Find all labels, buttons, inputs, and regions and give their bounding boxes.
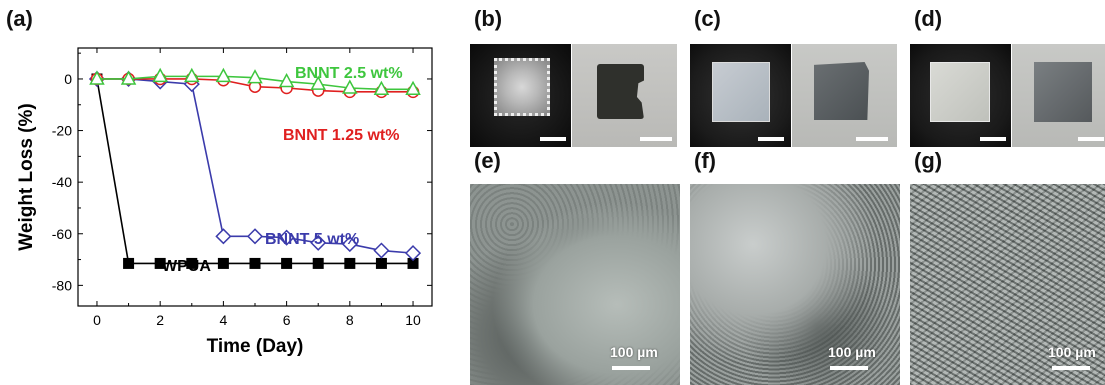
micrograph-g: 100 µm (910, 184, 1105, 385)
data-point (278, 72, 295, 88)
data-point (404, 245, 422, 262)
y-axis-title: Weight Loss (%) (16, 103, 37, 250)
film-b-before (494, 58, 550, 116)
x-tick-label: 2 (156, 312, 164, 328)
chart-axes: 0 2 4 6 8 10 0 -20 -40 -60 -80 Time (Day) Weight Los… (16, 47, 433, 357)
scale-bar-d2 (1078, 137, 1104, 141)
weight-loss-chart: 0 2 4 6 8 10 0 -20 -40 -60 -80 Time (Day) Weight Los… (16, 47, 433, 357)
panel-label-a: (a) (6, 6, 33, 31)
panel-label-d: (d) (914, 6, 943, 31)
data-point (215, 228, 232, 245)
data-point (89, 70, 105, 85)
film-c-before (712, 62, 770, 122)
series-bnnt-2-5-wt (89, 67, 421, 96)
x-tick-label: 6 (283, 312, 291, 328)
data-point (278, 229, 295, 246)
scale-text-e: 100 µm (610, 344, 658, 360)
y-tick-label: -60 (52, 226, 72, 242)
scale-text-g: 100 µm (1048, 344, 1096, 360)
series-label-bnnt-1-25-wt: BNNT 1.25 wt% (283, 127, 399, 144)
series-label-bnnt-5-wt: BNNT 5 wt% (265, 231, 359, 248)
data-point (184, 67, 200, 83)
scale-bar-c1 (758, 137, 784, 141)
x-tick-label: 10 (405, 312, 421, 328)
film-c-after (814, 62, 869, 120)
x-tick-label: 4 (219, 312, 227, 328)
scale-text-f: 100 µm (828, 344, 876, 360)
scale-bar-e (612, 366, 650, 370)
scale-bar-b1 (540, 137, 566, 141)
data-point (154, 257, 166, 269)
data-point (152, 67, 168, 83)
scale-bar-f (830, 366, 868, 370)
panel-label-e: (e) (474, 148, 501, 173)
panel-label-g: (g) (914, 148, 943, 173)
film-d-before (930, 62, 990, 122)
data-point (310, 234, 327, 251)
data-point (186, 257, 198, 269)
scale-bar-c2 (856, 137, 888, 141)
data-point (249, 257, 261, 269)
x-tick-label: 0 (93, 312, 101, 328)
data-point (247, 69, 263, 84)
photo-c-after (792, 44, 897, 147)
data-point (120, 70, 137, 85)
scale-bar-g (1052, 366, 1090, 370)
data-point (217, 257, 229, 269)
photo-d-after (1012, 44, 1105, 147)
photo-d-before (910, 44, 1011, 147)
series-line-bnnt-5-wt (96, 78, 414, 254)
y-tick-label: -40 (52, 174, 72, 190)
x-axis-title: Time (Day) (207, 336, 304, 357)
data-point (215, 67, 232, 83)
data-point (344, 257, 356, 269)
micrograph-f: 100 µm (690, 184, 900, 385)
data-point (373, 80, 390, 96)
scale-bar-b2 (640, 137, 672, 141)
photo-c-before (690, 44, 791, 147)
data-point (375, 257, 387, 269)
film-b-after (597, 64, 644, 119)
data-point (123, 257, 135, 269)
y-tick-label: 0 (64, 71, 72, 87)
panel-label-f: (f) (694, 148, 716, 173)
film-d-after (1034, 62, 1092, 122)
y-tick-label: -20 (52, 123, 72, 139)
data-point (310, 75, 326, 90)
data-point (246, 228, 264, 245)
data-point (373, 242, 390, 259)
data-point (341, 236, 358, 253)
photo-b-before (470, 44, 571, 147)
panel-label-b: (b) (474, 6, 503, 31)
panel-label-c: (c) (694, 6, 721, 31)
data-point (405, 80, 421, 96)
micrograph-e: 100 µm (470, 184, 680, 385)
scale-bar-d1 (980, 137, 1006, 141)
series-bnnt-5-wt (88, 70, 422, 262)
series-label-bnnt-2-5-wt: BNNT 2.5 wt% (295, 65, 403, 82)
y-tick-label: -80 (52, 277, 72, 293)
data-point (342, 79, 358, 94)
chart-series (88, 67, 422, 269)
photo-b-after (572, 44, 677, 147)
series-label-wpua: WPUA (162, 258, 211, 275)
data-point (281, 257, 293, 269)
data-point (312, 257, 324, 269)
chart-labels: WPUA BNNT 5 wt% BNNT 1.25 wt% BNNT 2.5 wt% (162, 65, 403, 275)
x-tick-label: 8 (346, 312, 354, 328)
